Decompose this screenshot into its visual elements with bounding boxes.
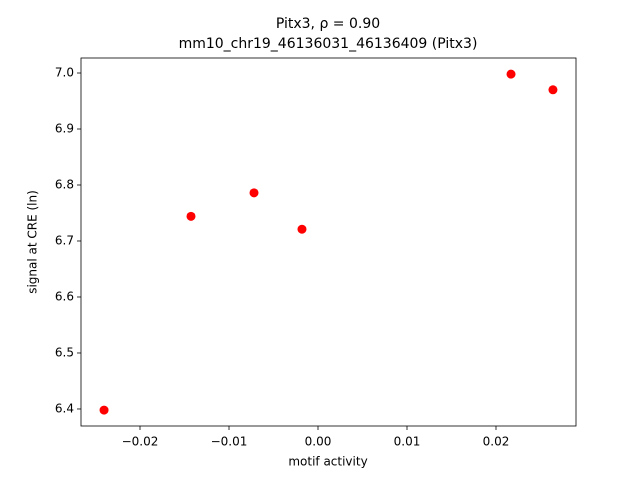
point — [506, 69, 516, 79]
x-tick-label: 0.02 — [483, 435, 510, 449]
y-tick-label: 6.9 — [55, 122, 74, 136]
point — [297, 224, 307, 234]
y-tick-label: 6.8 — [55, 177, 74, 191]
chart-title: Pitx3, ρ = 0.90 — [276, 16, 380, 32]
x-tick-label: 0.01 — [394, 435, 421, 449]
x-axis-label: motif activity — [288, 455, 367, 469]
point — [548, 85, 558, 95]
y-tick-label: 6.7 — [55, 233, 74, 247]
y-tick-label: 6.4 — [55, 401, 74, 415]
point — [99, 405, 109, 415]
x-tick-label: −0.01 — [211, 435, 248, 449]
point — [249, 188, 259, 198]
x-tick-label: −0.02 — [122, 435, 159, 449]
y-axis-label: signal at CRE (ln) — [26, 190, 40, 294]
chart-subtitle: mm10_chr19_46136031_46136409 (Pitx3) — [179, 36, 478, 52]
y-tick-label: 6.5 — [55, 345, 74, 359]
y-tick-label: 6.6 — [55, 289, 74, 303]
x-tick-label: 0.00 — [305, 435, 332, 449]
y-tick-label: 7.0 — [55, 66, 74, 80]
plot-frame — [80, 57, 577, 427]
point — [186, 211, 196, 221]
